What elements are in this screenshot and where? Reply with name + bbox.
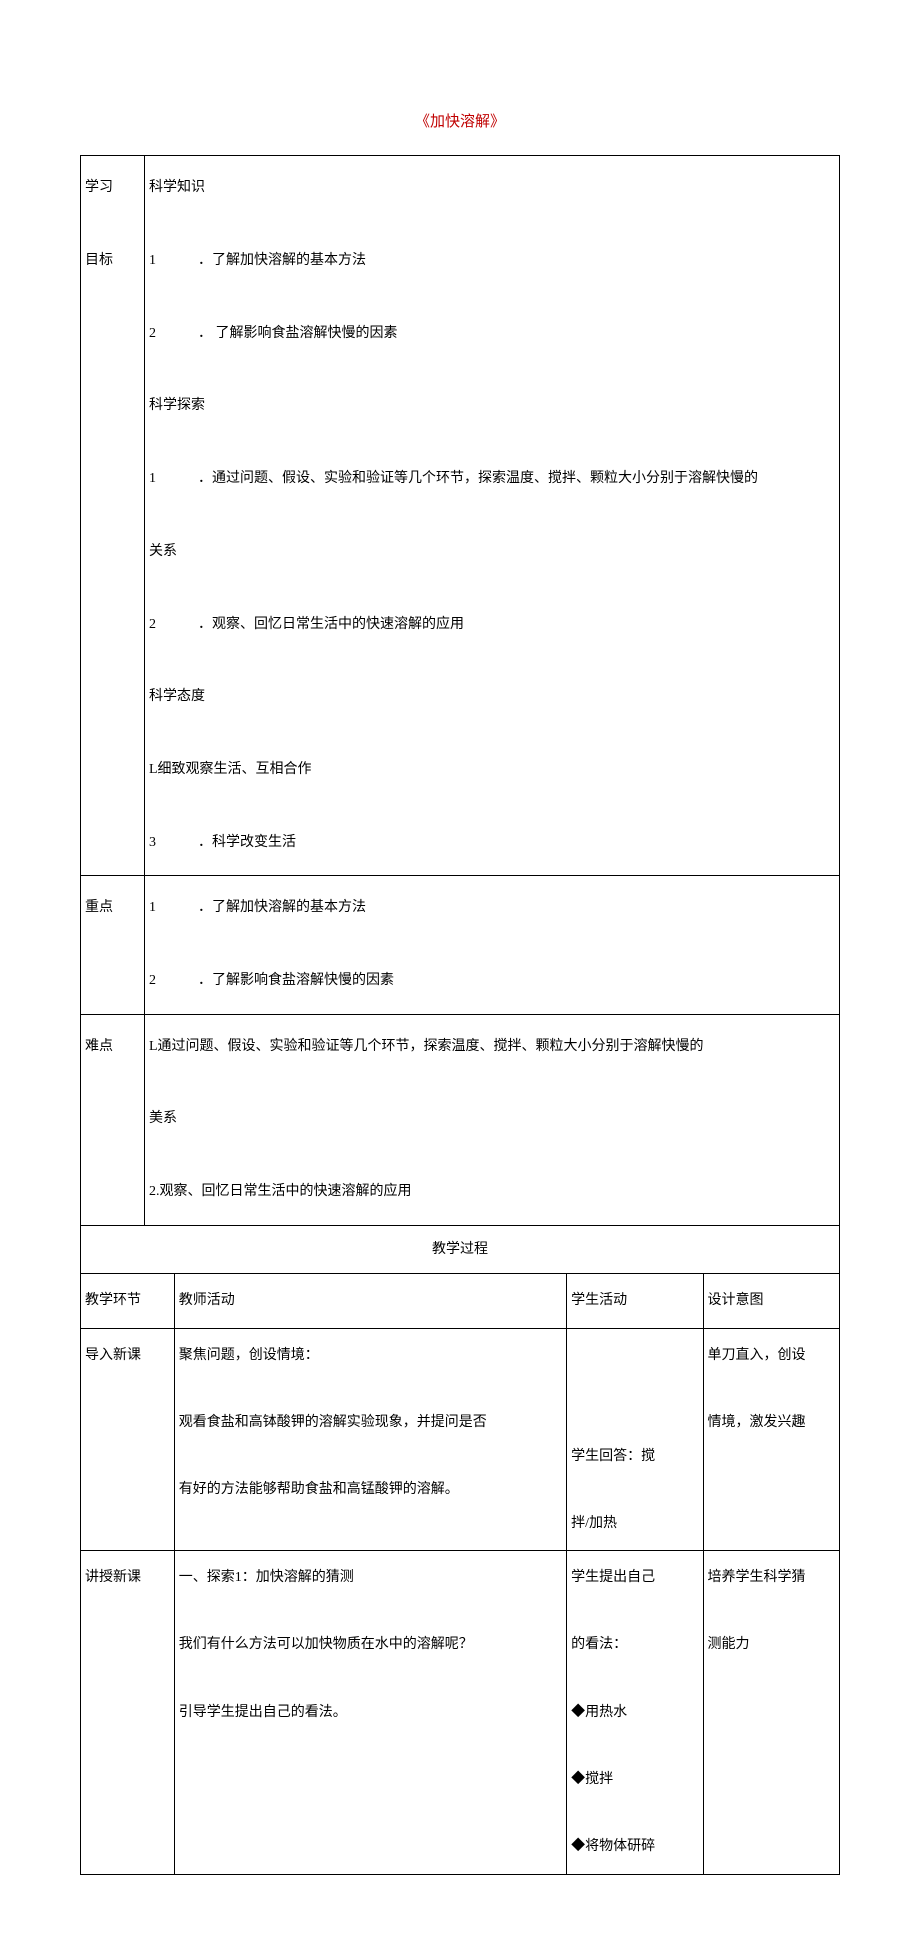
keypoints-content: 1 ．了解加快溶解的基本方法 2 ．了解影响食盐溶解快慢的因素 [144, 876, 839, 1014]
student-intro: 学生回答：搅 拌/加热 [567, 1328, 703, 1551]
teacher-intro: 聚焦问题，创设情境： 观看食盐和高钵酸钾的溶解实验现象，并提问是否 有好的方法能… [174, 1328, 566, 1551]
page-title: 《加快溶解》 [80, 110, 840, 131]
stage-teach: 讲授新课 [81, 1551, 175, 1874]
process-row-intro: 导入新课 聚焦问题，创设情境： 观看食盐和高钵酸钾的溶解实验现象，并提问是否 有… [81, 1328, 840, 1551]
process-header-row: 教学过程 [81, 1225, 840, 1274]
objectives-content: 科学知识 1 ．了解加快溶解的基本方法 2 ． 了解影响食盐溶解快慢的因素 科学… [144, 156, 839, 876]
objectives-row: 学习 目标 科学知识 1 ．了解加快溶解的基本方法 2 ． 了解影响食盐溶解快慢… [81, 156, 840, 876]
design-intro: 单刀直入，创设 情境，激发兴趣 [703, 1328, 839, 1551]
design-teach: 培养学生科学猜 测能力 [703, 1551, 839, 1874]
keypoints-row: 重点 1 ．了解加快溶解的基本方法 2 ．了解影响食盐溶解快慢的因素 [81, 876, 840, 1014]
process-header: 教学过程 [81, 1225, 840, 1274]
lesson-plan-table: 学习 目标 科学知识 1 ．了解加快溶解的基本方法 2 ． 了解影响食盐溶解快慢… [80, 155, 840, 1875]
stage-intro: 导入新课 [81, 1328, 175, 1551]
keypoints-label: 重点 [81, 876, 145, 1014]
process-row-teach: 讲授新课 一、探索1：加快溶解的猜测 我们有什么方法可以加快物质在水中的溶解呢？… [81, 1551, 840, 1874]
difficulties-row: 难点 L通过问题、假设、实验和验证等几个环节，探索温度、搅拌、颗粒大小分别于溶解… [81, 1014, 840, 1225]
difficulties-content: L通过问题、假设、实验和验证等几个环节，探索温度、搅拌、颗粒大小分别于溶解快慢的… [144, 1014, 839, 1225]
teacher-teach: 一、探索1：加快溶解的猜测 我们有什么方法可以加快物质在水中的溶解呢？ 引导学生… [174, 1551, 566, 1874]
objectives-label: 学习 目标 [81, 156, 145, 876]
student-teach: 学生提出自己 的看法： ◆用热水 ◆搅拌 ◆将物体研碎 [567, 1551, 703, 1874]
difficulties-label: 难点 [81, 1014, 145, 1225]
